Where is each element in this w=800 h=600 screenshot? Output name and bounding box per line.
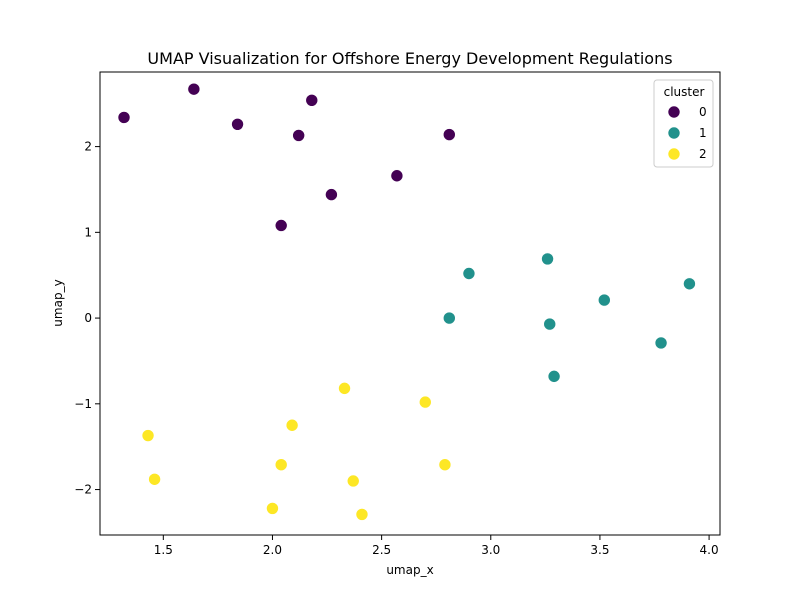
point-cluster-2-0 (338, 382, 351, 395)
x-tick-label: 4.0 (700, 543, 719, 557)
point-cluster-1-2 (683, 277, 696, 291)
y-axis-label: umap_y (51, 279, 65, 326)
point-cluster-1-7 (547, 370, 561, 383)
legend-label-0: 0 (699, 105, 707, 119)
point-cluster-1-6 (654, 336, 668, 350)
point-cluster-0-1 (187, 82, 201, 96)
point-cluster-2-2 (141, 429, 155, 442)
x-tick-label: 2.5 (372, 543, 391, 557)
legend: cluster 0 1 2 (653, 79, 714, 168)
point-cluster-0-7 (325, 188, 338, 201)
point-cluster-2-9 (355, 508, 369, 521)
point-cluster-0-5 (442, 128, 456, 141)
y-tick-label: 1 (84, 225, 92, 239)
x-tick-label: 1.5 (154, 543, 173, 557)
point-cluster-2-4 (274, 458, 288, 471)
point-cluster-2-6 (148, 472, 161, 486)
point-cluster-0-3 (305, 93, 319, 107)
points-layer (117, 82, 696, 521)
chart-title: UMAP Visualization for Offshore Energy D… (147, 49, 672, 68)
point-cluster-0-6 (390, 169, 404, 183)
point-cluster-1-0 (462, 267, 476, 280)
y-axis-ticks: −2 −1 0 1 2 (74, 140, 100, 497)
legend-box (653, 79, 714, 168)
point-cluster-2-3 (285, 418, 299, 432)
x-axis-label: umap_x (386, 563, 433, 577)
x-tick-label: 2.0 (263, 543, 282, 557)
plot-frame (99, 71, 721, 536)
x-tick-label: 3.5 (590, 543, 609, 557)
legend-title: cluster (664, 85, 705, 99)
point-cluster-2-7 (346, 474, 360, 488)
legend-label-1: 1 (699, 126, 707, 140)
legend-marker-2 (667, 147, 681, 161)
x-axis-ticks: 1.5 2.0 2.5 3.0 3.5 4.0 (154, 535, 719, 557)
point-cluster-0-2 (231, 118, 244, 131)
point-cluster-1-1 (541, 252, 554, 266)
point-cluster-1-3 (597, 293, 611, 307)
point-cluster-1-4 (442, 311, 456, 325)
point-cluster-0-4 (292, 129, 305, 142)
y-tick-label: −1 (74, 397, 92, 411)
point-cluster-1-5 (543, 317, 557, 331)
y-tick-label: 2 (84, 140, 92, 154)
point-cluster-2-5 (438, 458, 452, 471)
point-cluster-2-8 (266, 502, 279, 515)
plot-area (100, 72, 720, 535)
point-cluster-0-0 (117, 111, 131, 124)
y-tick-label: 0 (84, 311, 92, 325)
legend-marker-1 (667, 126, 681, 140)
x-tick-label: 3.0 (481, 543, 500, 557)
point-cluster-2-1 (418, 395, 432, 409)
legend-label-2: 2 (699, 147, 707, 161)
point-cluster-0-8 (274, 219, 288, 232)
y-tick-label: −2 (74, 483, 92, 497)
legend-marker-0 (667, 105, 681, 119)
